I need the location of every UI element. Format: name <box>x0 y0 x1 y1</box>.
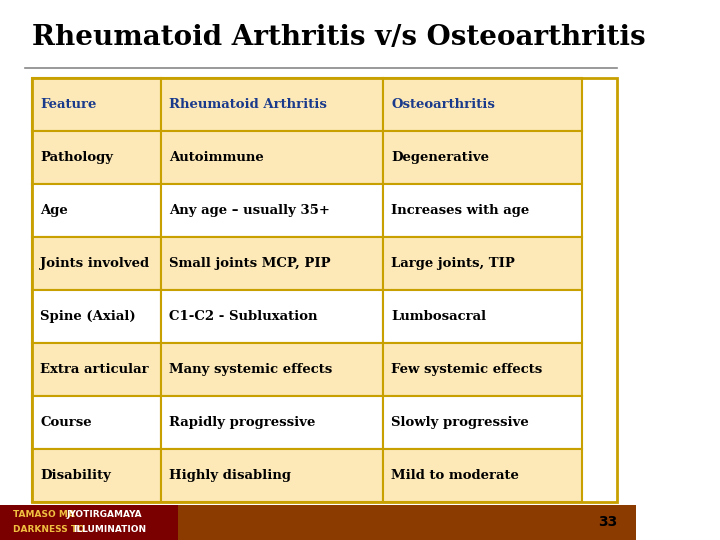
Text: Increases with age: Increases with age <box>392 204 530 217</box>
Text: Lumbosacral: Lumbosacral <box>392 310 487 323</box>
Text: Slowly progressive: Slowly progressive <box>392 416 529 429</box>
Text: Many systemic effects: Many systemic effects <box>169 363 332 376</box>
FancyBboxPatch shape <box>161 291 383 343</box>
FancyBboxPatch shape <box>32 449 161 502</box>
FancyBboxPatch shape <box>383 343 582 396</box>
Text: Highly disabling: Highly disabling <box>169 469 291 482</box>
FancyBboxPatch shape <box>32 237 161 291</box>
Text: Mild to moderate: Mild to moderate <box>392 469 519 482</box>
Text: Autoimmune: Autoimmune <box>169 151 264 164</box>
Text: Spine (Axial): Spine (Axial) <box>40 310 136 323</box>
Text: Few systemic effects: Few systemic effects <box>392 363 543 376</box>
FancyBboxPatch shape <box>383 184 582 237</box>
Text: TAMASO MA: TAMASO MA <box>13 510 78 518</box>
Text: JYOTIRGAMAYA: JYOTIRGAMAYA <box>67 510 143 518</box>
FancyBboxPatch shape <box>383 131 582 184</box>
FancyBboxPatch shape <box>179 505 636 540</box>
Text: Rapidly progressive: Rapidly progressive <box>169 416 315 429</box>
FancyBboxPatch shape <box>32 343 161 396</box>
FancyBboxPatch shape <box>32 396 161 449</box>
Text: Degenerative: Degenerative <box>392 151 490 164</box>
Text: Joints involved: Joints involved <box>40 257 149 270</box>
Text: C1-C2 - Subluxation: C1-C2 - Subluxation <box>169 310 318 323</box>
FancyBboxPatch shape <box>161 396 383 449</box>
FancyBboxPatch shape <box>32 291 161 343</box>
Text: Rheumatoid Arthritis v/s Osteoarthritis: Rheumatoid Arthritis v/s Osteoarthritis <box>32 24 645 51</box>
Text: Age: Age <box>40 204 68 217</box>
FancyBboxPatch shape <box>161 184 383 237</box>
Text: Osteoarthritis: Osteoarthritis <box>392 98 495 111</box>
FancyBboxPatch shape <box>383 78 582 131</box>
Text: DARKNESS TO: DARKNESS TO <box>13 525 88 534</box>
FancyBboxPatch shape <box>161 131 383 184</box>
FancyBboxPatch shape <box>32 78 161 131</box>
Text: ILLUMINATION: ILLUMINATION <box>73 525 146 534</box>
Text: Feature: Feature <box>40 98 96 111</box>
FancyBboxPatch shape <box>161 343 383 396</box>
Text: Any age – usually 35+: Any age – usually 35+ <box>169 204 330 217</box>
FancyBboxPatch shape <box>383 291 582 343</box>
Text: Course: Course <box>40 416 91 429</box>
FancyBboxPatch shape <box>161 449 383 502</box>
Text: 33: 33 <box>598 515 617 529</box>
FancyBboxPatch shape <box>32 184 161 237</box>
Text: Extra articular: Extra articular <box>40 363 149 376</box>
FancyBboxPatch shape <box>0 505 636 540</box>
Text: Large joints, TIP: Large joints, TIP <box>392 257 516 270</box>
FancyBboxPatch shape <box>32 131 161 184</box>
FancyBboxPatch shape <box>161 78 383 131</box>
FancyBboxPatch shape <box>383 237 582 291</box>
FancyBboxPatch shape <box>383 396 582 449</box>
Text: Small joints MCP, PIP: Small joints MCP, PIP <box>169 257 330 270</box>
Text: Rheumatoid Arthritis: Rheumatoid Arthritis <box>169 98 327 111</box>
FancyBboxPatch shape <box>383 449 582 502</box>
Text: Disability: Disability <box>40 469 111 482</box>
FancyBboxPatch shape <box>161 237 383 291</box>
Text: Pathology: Pathology <box>40 151 113 164</box>
